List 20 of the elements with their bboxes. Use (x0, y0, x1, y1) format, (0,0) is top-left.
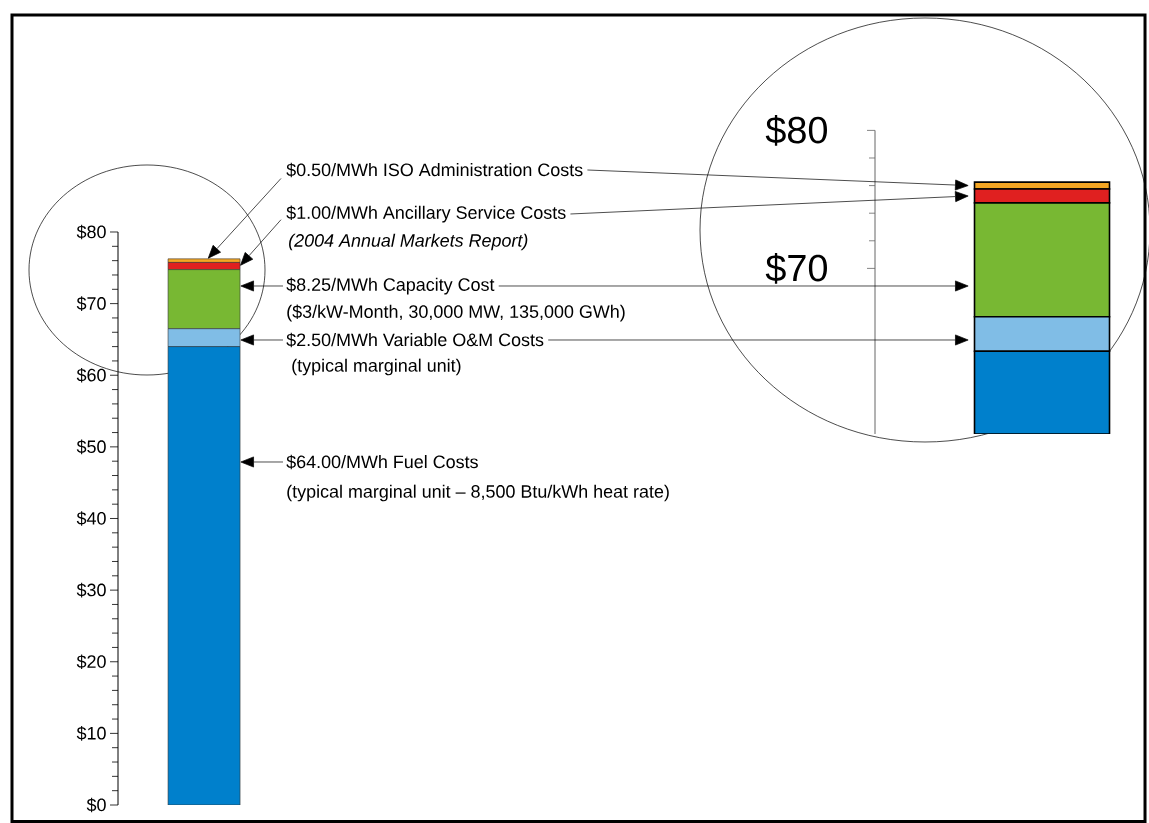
y-tick-label: $70 (76, 296, 106, 311)
y-tick-label: $50 (76, 439, 106, 455)
y-tick-label: $20 (76, 654, 106, 670)
text: $80 (765, 115, 827, 146)
text: (typical marginal unit) (292, 358, 461, 376)
y-tick-label: $80 (76, 224, 106, 240)
y-tick-label: $60 (76, 367, 106, 383)
text: $70 (765, 253, 827, 284)
text: $2.50/MWh Variable O&M Costs (286, 332, 544, 348)
y-tick-label: $40 (76, 511, 106, 526)
text: $8.25/MWh Capacity Cost (286, 277, 495, 295)
y-tick-label: $0 (86, 797, 106, 813)
text: $0.50/MWh ISO Administration Costs (286, 162, 583, 178)
text: $1.00/MWh Ancillary Service Costs (286, 205, 566, 223)
text: (typical marginal unit – 8,500 Btu/kWh heat rate) (287, 484, 669, 502)
y-tick-label: $30 (76, 582, 106, 598)
text: (2004 Annual Markets Report) (289, 233, 528, 251)
text: ($3/kW-Month, 30,000 MW, 135,000 GWh) (287, 304, 625, 322)
text: $64.00/MWh Fuel Costs (286, 454, 478, 470)
y-tick-label: $10 (76, 726, 106, 741)
